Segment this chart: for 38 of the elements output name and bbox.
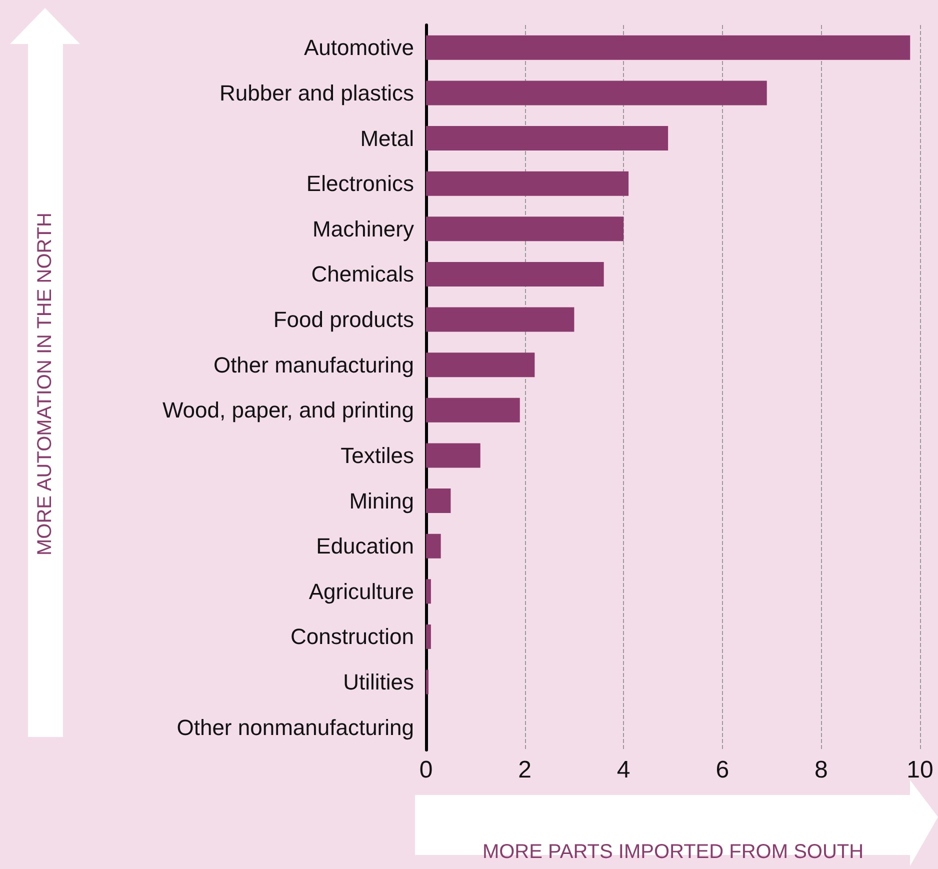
x-tick-label: 0 bbox=[419, 756, 433, 784]
bar bbox=[426, 443, 480, 468]
bar bbox=[426, 307, 574, 332]
text: MORE AUTOMATION IN THE NORTH bbox=[34, 212, 56, 556]
bar bbox=[426, 126, 668, 151]
bar bbox=[426, 262, 604, 286]
bar bbox=[426, 352, 535, 378]
y-tick-label: Education bbox=[316, 534, 414, 559]
bar bbox=[426, 624, 431, 649]
bar bbox=[426, 534, 441, 558]
x-tick-label: 6 bbox=[716, 756, 730, 784]
y-tick-label: Mining bbox=[349, 488, 414, 514]
x-tick-label: 8 bbox=[814, 756, 828, 784]
bar bbox=[426, 216, 624, 242]
y-tick-label: Food products bbox=[273, 307, 414, 332]
bar bbox=[426, 579, 431, 604]
x-axis-title: MORE PARTS IMPORTED FROM SOUTH bbox=[482, 841, 864, 863]
y-tick-label: Electronics bbox=[306, 171, 414, 196]
y-tick-label: Automotive bbox=[304, 35, 414, 60]
y-tick-label: Metal bbox=[360, 126, 414, 151]
y-tick-label: Agriculture bbox=[308, 578, 414, 604]
y-tick-label: Wood, paper, and printing bbox=[162, 398, 414, 423]
y-tick-label: Rubber and plastics bbox=[220, 80, 414, 106]
bar bbox=[426, 488, 451, 514]
y-tick-label: Chemicals bbox=[311, 262, 414, 287]
x-tick-label: 2 bbox=[518, 756, 532, 784]
y-tick-label: Construction bbox=[290, 624, 414, 650]
x-tick-label: 10 bbox=[906, 756, 934, 784]
x-tick-label: 4 bbox=[616, 756, 630, 784]
y-tick-label: Textiles bbox=[340, 442, 414, 468]
y-tick-label: Utilities bbox=[343, 670, 414, 695]
y-tick-label: Other manufacturing bbox=[213, 352, 414, 378]
bar bbox=[426, 80, 767, 106]
y-tick-label: Other nonmanufacturing bbox=[176, 714, 414, 740]
y-tick-label: Machinery bbox=[312, 216, 414, 242]
bar bbox=[426, 35, 910, 60]
bar bbox=[426, 398, 520, 422]
bar bbox=[426, 171, 629, 196]
